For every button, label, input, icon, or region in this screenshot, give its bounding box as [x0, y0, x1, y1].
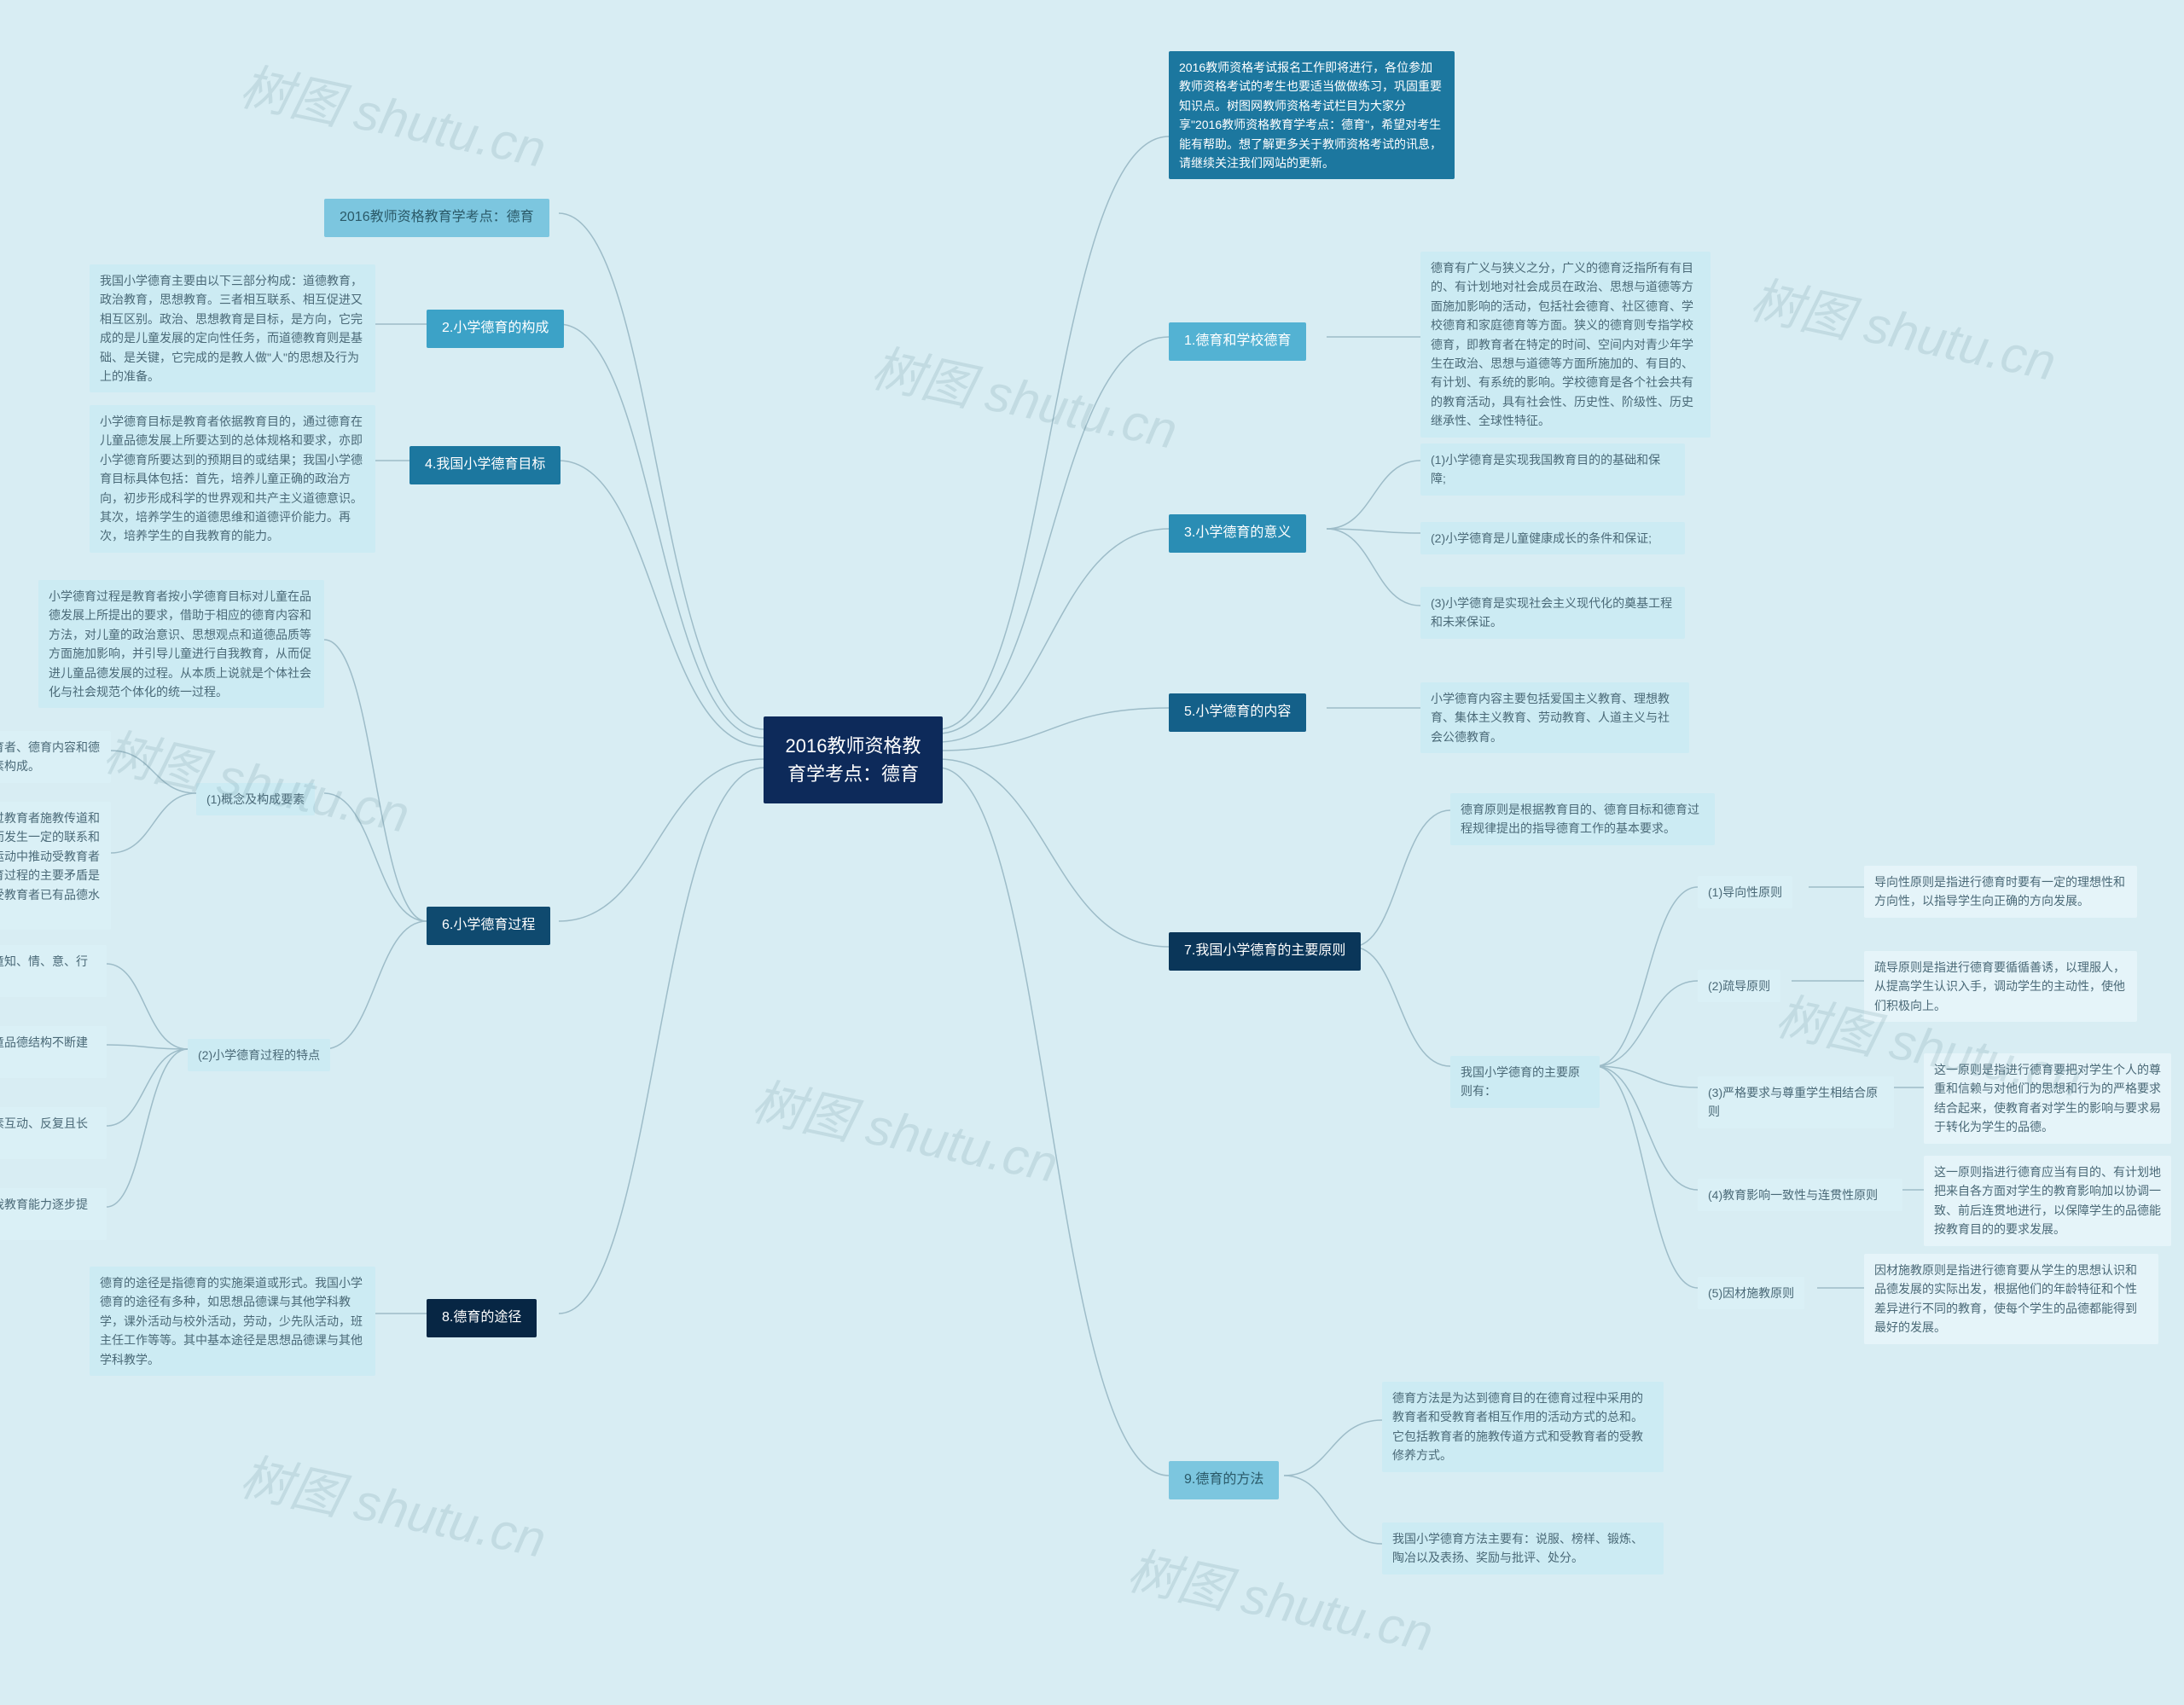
watermark: 树图 shutu.cn — [98, 710, 417, 848]
branch-9-label: 9.德育的方法 — [1184, 1472, 1263, 1487]
watermark: 树图 shutu.cn — [235, 1435, 554, 1573]
p7-3-desc: 这一原则是指进行德育要把对学生个人的尊重和信赖与对他们的思想和行为的严格要求结合… — [1924, 1053, 2171, 1144]
intro-block: 2016教师资格考试报名工作即将进行，各位参加教师资格考试的考生也要适当做做练习… — [1169, 51, 1455, 179]
leaf-4-text: 小学德育目标是教育者依据教育目的，通过德育在儿童品德发展上所要达到的总体规格和要… — [100, 415, 363, 542]
watermark: 树图 shutu.cn — [1745, 258, 2064, 396]
leaf-5-text: 小学德育内容主要包括爱国主义教育、理想教育、集体主义教育、劳动教育、人道主义与社… — [1431, 692, 1670, 744]
leaf-5: 小学德育内容主要包括爱国主义教育、理想教育、集体主义教育、劳动教育、人道主义与社… — [1420, 682, 1689, 753]
p7-5-title: (5)因材施教原则 — [1698, 1277, 1804, 1309]
leaf-7-intro: 德育原则是根据教育目的、德育目标和德育过程规律提出的指导德育工作的基本要求。 — [1450, 793, 1715, 845]
leaf-9-1-text: 德育方法是为达到德育目的在德育过程中采用的教育者和受教育者相互作用的活动方式的总… — [1392, 1391, 1643, 1462]
branch-8: 8.德育的途径 — [427, 1299, 537, 1337]
branch-8-label: 8.德育的途径 — [442, 1310, 521, 1325]
branch-1: 1.德育和学校德育 — [1169, 322, 1306, 361]
p7-1-desc-text: 导向性原则是指进行德育时要有一定的理想性和方向性，以指导学生向正确的方向发展。 — [1874, 875, 2125, 908]
leaf-6-sub2-title-text: (2)小学德育过程的特点 — [198, 1048, 320, 1062]
branch-7-sub: 我国小学德育的主要原则有： — [1450, 1056, 1600, 1108]
leaf-3-1: (1)小学德育是实现我国教育目的的基础和保障; — [1420, 444, 1685, 496]
leaf-1-text: 德育有广义与狭义之分，广义的德育泛指所有有目的、有计划地对社会成员在政治、思想与… — [1431, 261, 1693, 427]
leaf-6-sub1-2: 德育过程中的各要素，通过教育者施教传道和受教育者受教修养的活动而发生一定的联系和… — [0, 802, 111, 930]
p7-1-desc: 导向性原则是指进行德育时要有一定的理想性和方向性，以指导学生向正确的方向发展。 — [1864, 866, 2137, 918]
watermark: 树图 shutu.cn — [746, 1060, 1066, 1198]
leaf-6-sub2-p1-text: ①德育过程是一个促使儿童知、情、意、行互动发展的过程; — [0, 954, 88, 987]
p7-5-desc-text: 因材施教原则是指进行德育要从学生的思想认识和品德发展的实际出发，根据他们的年龄特… — [1874, 1263, 2137, 1334]
watermark: 树图 shutu.cn — [235, 45, 554, 183]
branch-5-label: 5.小学德育的内容 — [1184, 705, 1291, 719]
leaf-6-sub2-title: (2)小学德育过程的特点 — [188, 1039, 330, 1071]
p7-2-title: (2)疏导原则 — [1698, 970, 1780, 1002]
branch-3-label: 3.小学德育的意义 — [1184, 525, 1291, 540]
branch-6: 6.小学德育过程 — [427, 907, 550, 945]
leaf-6-sub2-p2-text: ②德育过程是一个促使儿童品德结构不断建构完善的过程; — [0, 1035, 88, 1068]
root-title: 2016教师资格教育学考点：德育 — [786, 735, 921, 785]
leaf-6-sub2-p4-text: ④德育过程是一个儿童自我教育能力逐步提高的过程。 — [0, 1198, 88, 1230]
leaf-2-text: 我国小学德育主要由以下三部分构成：道德教育，政治教育，思想教育。三者相互联系、相… — [100, 274, 363, 383]
leaf-6-sub1-2-text: 德育过程中的各要素，通过教育者施教传道和受教育者受教修养的活动而发生一定的联系和… — [0, 811, 100, 920]
leaf-6-sub1-1: 德育过程由教育者、受教育者、德育内容和德育方法四个相互制约的要素构成。 — [0, 731, 111, 783]
branch-2: 2.小学德育的构成 — [427, 310, 564, 348]
p7-3-title: (3)严格要求与尊重学生相结合原则 — [1698, 1076, 1894, 1128]
leaf-4: 小学德育目标是教育者依据教育目的，通过德育在儿童品德发展上所要达到的总体规格和要… — [90, 405, 375, 553]
branch-6-label: 6.小学德育过程 — [442, 918, 535, 932]
p7-4-title: (4)教育影响一致性与连贯性原则 — [1698, 1179, 1902, 1211]
p7-5-desc: 因材施教原则是指进行德育要从学生的思想认识和品德发展的实际出发，根据他们的年龄特… — [1864, 1254, 2158, 1344]
left-title-branch: 2016教师资格教育学考点：德育 — [324, 199, 549, 237]
p7-3-title-text: (3)严格要求与尊重学生相结合原则 — [1708, 1086, 1878, 1118]
branch-7-sub-label: 我国小学德育的主要原则有： — [1461, 1065, 1580, 1098]
p7-4-desc: 这一原则指进行德育应当有目的、有计划地把来自各方面对学生的教育影响加以协调一致、… — [1924, 1156, 2171, 1246]
leaf-2: 我国小学德育主要由以下三部分构成：道德教育，政治教育，思想教育。三者相互联系、相… — [90, 264, 375, 392]
root-node: 2016教师资格教育学考点：德育 — [764, 716, 943, 803]
p7-3-desc-text: 这一原则是指进行德育要把对学生个人的尊重和信赖与对他们的思想和行为的严格要求结合… — [1934, 1063, 2161, 1134]
leaf-6-sub2-p1: ①德育过程是一个促使儿童知、情、意、行互动发展的过程; — [0, 945, 107, 997]
leaf-9-1: 德育方法是为达到德育目的在德育过程中采用的教育者和受教育者相互作用的活动方式的总… — [1382, 1382, 1664, 1472]
leaf-3-3-text: (3)小学德育是实现社会主义现代化的奠基工程和未来保证。 — [1431, 596, 1672, 629]
branch-5: 5.小学德育的内容 — [1169, 693, 1306, 732]
leaf-6-sub1-title-text: (1)概念及构成要素 — [206, 792, 305, 806]
branch-9: 9.德育的方法 — [1169, 1461, 1279, 1499]
leaf-8: 德育的途径是指德育的实施渠道或形式。我国小学德育的途径有多种，如思想品德课与其他… — [90, 1267, 375, 1376]
connections-layer — [0, 0, 2184, 1705]
branch-4: 4.我国小学德育目标 — [410, 446, 561, 484]
leaf-1: 德育有广义与狭义之分，广义的德育泛指所有有目的、有计划地对社会成员在政治、思想与… — [1420, 252, 1711, 438]
watermark: 树图 shutu.cn — [866, 327, 1185, 464]
branch-4-label: 4.我国小学德育目标 — [425, 457, 545, 472]
branch-1-label: 1.德育和学校德育 — [1184, 333, 1291, 348]
branch-2-label: 2.小学德育的构成 — [442, 321, 549, 335]
leaf-6-sub2-p4: ④德育过程是一个儿童自我教育能力逐步提高的过程。 — [0, 1188, 107, 1240]
leaf-6-sub2-p3: ③德育过程是一个多种因素互动、反复且长期的逐步提高的过程; — [0, 1107, 107, 1159]
leaf-6-intro-text: 小学德育过程是教育者按小学德育目标对儿童在品德发展上所提出的要求，借助于相应的德… — [49, 589, 311, 699]
branch-7: 7.我国小学德育的主要原则 — [1169, 932, 1361, 971]
leaf-9-2: 我国小学德育方法主要有：说服、榜样、锻炼、陶冶以及表扬、奖励与批评、处分。 — [1382, 1522, 1664, 1575]
branch-3: 3.小学德育的意义 — [1169, 514, 1306, 553]
p7-2-desc: 疏导原则是指进行德育要循循善诱，以理服人，从提高学生认识入手，调动学生的主动性，… — [1864, 951, 2137, 1022]
leaf-6-sub1-1-text: 德育过程由教育者、受教育者、德育内容和德育方法四个相互制约的要素构成。 — [0, 740, 100, 773]
branch-7-label: 7.我国小学德育的主要原则 — [1184, 943, 1345, 958]
leaf-6-sub1-title: (1)概念及构成要素 — [196, 783, 315, 815]
p7-5-title-text: (5)因材施教原则 — [1708, 1286, 1794, 1300]
leaf-6-sub2-p3-text: ③德育过程是一个多种因素互动、反复且长期的逐步提高的过程; — [0, 1116, 88, 1149]
leaf-3-2: (2)小学德育是儿童健康成长的条件和保证; — [1420, 522, 1685, 554]
leaf-3-1-text: (1)小学德育是实现我国教育目的的基础和保障; — [1431, 453, 1660, 485]
p7-2-desc-text: 疏导原则是指进行德育要循循善诱，以理服人，从提高学生认识入手，调动学生的主动性，… — [1874, 960, 2125, 1012]
p7-1-title: (1)导向性原则 — [1698, 876, 1792, 908]
p7-4-desc-text: 这一原则指进行德育应当有目的、有计划地把来自各方面对学生的教育影响加以协调一致、… — [1934, 1165, 2161, 1236]
leaf-3-2-text: (2)小学德育是儿童健康成长的条件和保证; — [1431, 531, 1652, 545]
leaf-7-intro-text: 德育原则是根据教育目的、德育目标和德育过程规律提出的指导德育工作的基本要求。 — [1461, 803, 1699, 835]
p7-2-title-text: (2)疏导原则 — [1708, 979, 1770, 993]
leaf-9-2-text: 我国小学德育方法主要有：说服、榜样、锻炼、陶冶以及表扬、奖励与批评、处分。 — [1392, 1532, 1643, 1564]
intro-text: 2016教师资格考试报名工作即将进行，各位参加教师资格考试的考生也要适当做做练习… — [1179, 61, 1442, 170]
leaf-6-intro: 小学德育过程是教育者按小学德育目标对儿童在品德发展上所提出的要求，借助于相应的德… — [38, 580, 324, 708]
p7-4-title-text: (4)教育影响一致性与连贯性原则 — [1708, 1188, 1878, 1202]
leaf-3-3: (3)小学德育是实现社会主义现代化的奠基工程和未来保证。 — [1420, 587, 1685, 639]
left-title-label: 2016教师资格教育学考点：德育 — [340, 210, 534, 224]
leaf-8-text: 德育的途径是指德育的实施渠道或形式。我国小学德育的途径有多种，如思想品德课与其他… — [100, 1276, 363, 1366]
leaf-6-sub2-p2: ②德育过程是一个促使儿童品德结构不断建构完善的过程; — [0, 1026, 107, 1078]
p7-1-title-text: (1)导向性原则 — [1708, 885, 1782, 899]
